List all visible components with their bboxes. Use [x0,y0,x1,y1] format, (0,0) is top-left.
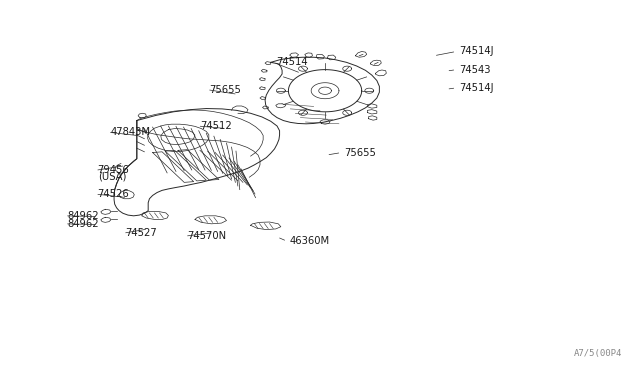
Text: (USA): (USA) [98,172,126,182]
Text: 84962: 84962 [67,219,99,229]
Text: 74514J: 74514J [459,83,493,93]
Text: 79456: 79456 [98,166,129,175]
Text: 47843M: 47843M [110,127,150,137]
Text: 74527: 74527 [125,228,157,238]
Text: 74526: 74526 [98,189,129,199]
Text: 74514: 74514 [276,57,307,67]
Text: 74512: 74512 [200,121,232,131]
Text: 74543: 74543 [459,65,490,75]
Text: 75655: 75655 [344,148,376,158]
Text: 74514J: 74514J [459,46,493,57]
Text: 84962: 84962 [67,211,99,221]
Text: 75655: 75655 [209,84,241,94]
Text: 46360M: 46360M [290,236,330,246]
Text: A7/5(00P4: A7/5(00P4 [573,349,622,357]
Text: 74570N: 74570N [188,231,227,241]
